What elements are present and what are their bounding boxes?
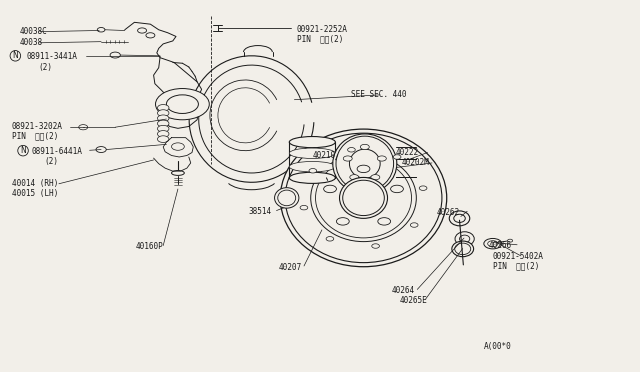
Text: 40014 (RH): 40014 (RH) bbox=[12, 179, 58, 188]
Circle shape bbox=[309, 169, 317, 173]
Circle shape bbox=[110, 52, 120, 58]
Text: 40207: 40207 bbox=[279, 263, 302, 272]
Ellipse shape bbox=[454, 243, 471, 254]
Text: 08921-3202A: 08921-3202A bbox=[12, 122, 62, 131]
Circle shape bbox=[138, 28, 147, 33]
Ellipse shape bbox=[455, 232, 474, 246]
Circle shape bbox=[157, 115, 169, 122]
Ellipse shape bbox=[349, 149, 380, 178]
Text: 38514: 38514 bbox=[248, 207, 271, 216]
Text: 08911-6441A: 08911-6441A bbox=[32, 147, 83, 156]
Ellipse shape bbox=[289, 172, 335, 183]
Text: SEE SEC. 440: SEE SEC. 440 bbox=[351, 90, 406, 99]
Circle shape bbox=[419, 186, 427, 190]
Text: 40222: 40222 bbox=[396, 148, 419, 157]
Text: 40266: 40266 bbox=[489, 241, 512, 250]
Circle shape bbox=[79, 125, 88, 130]
Circle shape bbox=[326, 237, 334, 241]
Ellipse shape bbox=[172, 170, 184, 175]
Circle shape bbox=[96, 147, 106, 153]
Ellipse shape bbox=[289, 161, 335, 172]
Text: (2): (2) bbox=[45, 157, 59, 166]
Text: 40264: 40264 bbox=[392, 286, 415, 295]
Text: 40160P: 40160P bbox=[136, 242, 163, 251]
Circle shape bbox=[488, 241, 498, 247]
Circle shape bbox=[378, 156, 387, 161]
Text: PIN  ピン(2): PIN ピン(2) bbox=[493, 262, 539, 271]
Circle shape bbox=[350, 174, 359, 180]
Circle shape bbox=[300, 205, 308, 210]
Circle shape bbox=[324, 185, 337, 193]
Circle shape bbox=[378, 218, 390, 225]
Circle shape bbox=[343, 156, 352, 161]
Circle shape bbox=[172, 143, 184, 150]
Ellipse shape bbox=[452, 241, 474, 257]
Text: (2): (2) bbox=[38, 63, 52, 72]
Circle shape bbox=[157, 125, 169, 132]
Circle shape bbox=[348, 148, 355, 152]
Circle shape bbox=[508, 239, 513, 242]
Ellipse shape bbox=[311, 154, 417, 242]
Ellipse shape bbox=[316, 158, 412, 238]
Circle shape bbox=[360, 144, 369, 150]
Ellipse shape bbox=[460, 235, 470, 243]
Circle shape bbox=[357, 165, 370, 173]
Text: 40038C: 40038C bbox=[19, 27, 47, 36]
Circle shape bbox=[157, 136, 169, 142]
Text: 40038: 40038 bbox=[19, 38, 42, 47]
Circle shape bbox=[410, 223, 418, 227]
Text: N: N bbox=[20, 146, 26, 155]
Circle shape bbox=[157, 105, 169, 111]
Text: PIN  ピン(2): PIN ピン(2) bbox=[12, 131, 58, 140]
Text: 40015 (LH): 40015 (LH) bbox=[12, 189, 58, 198]
Circle shape bbox=[156, 89, 209, 120]
Ellipse shape bbox=[285, 133, 442, 263]
Circle shape bbox=[484, 238, 502, 249]
Ellipse shape bbox=[336, 136, 394, 191]
Ellipse shape bbox=[289, 137, 335, 148]
Circle shape bbox=[371, 174, 380, 180]
Circle shape bbox=[146, 33, 155, 38]
Ellipse shape bbox=[333, 134, 397, 193]
Ellipse shape bbox=[339, 177, 388, 218]
Ellipse shape bbox=[275, 187, 299, 208]
Circle shape bbox=[390, 185, 403, 193]
Text: N: N bbox=[13, 51, 18, 60]
Circle shape bbox=[393, 155, 401, 159]
Ellipse shape bbox=[289, 148, 335, 158]
Text: 00921-2252A: 00921-2252A bbox=[297, 25, 348, 34]
Text: 40202M: 40202M bbox=[402, 158, 429, 167]
Circle shape bbox=[157, 110, 169, 116]
Ellipse shape bbox=[280, 129, 447, 267]
Circle shape bbox=[157, 131, 169, 137]
Text: 00921-5402A: 00921-5402A bbox=[493, 252, 543, 261]
Text: 40210: 40210 bbox=[312, 151, 335, 160]
Circle shape bbox=[166, 95, 198, 113]
Text: 40262: 40262 bbox=[436, 208, 460, 217]
Ellipse shape bbox=[454, 214, 465, 222]
Ellipse shape bbox=[343, 180, 384, 216]
Circle shape bbox=[337, 218, 349, 225]
Text: 40265E: 40265E bbox=[399, 296, 427, 305]
Circle shape bbox=[97, 28, 105, 32]
Text: 08911-3441A: 08911-3441A bbox=[27, 52, 77, 61]
Text: PIN  ピン(2): PIN ピン(2) bbox=[297, 35, 343, 44]
Text: A(00*0: A(00*0 bbox=[484, 342, 511, 351]
Ellipse shape bbox=[449, 211, 470, 226]
Circle shape bbox=[157, 120, 169, 127]
Circle shape bbox=[372, 244, 380, 248]
Ellipse shape bbox=[278, 190, 296, 206]
